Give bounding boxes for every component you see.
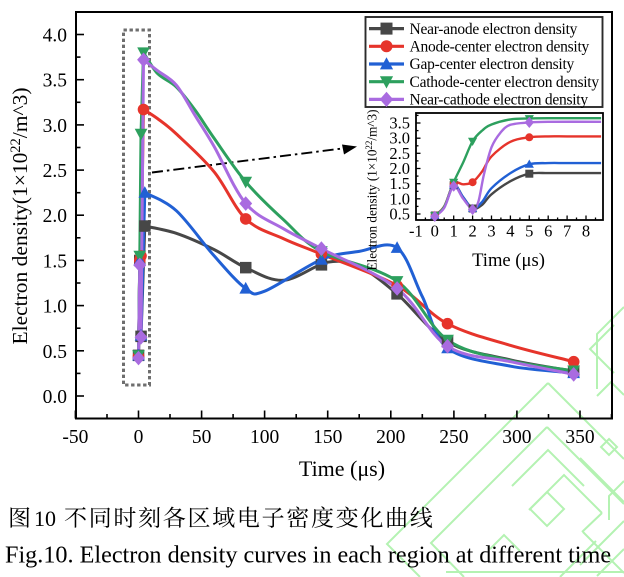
svg-text:250: 250 [439, 427, 468, 448]
svg-text:0: 0 [134, 427, 144, 448]
svg-text:1.5: 1.5 [389, 174, 410, 193]
svg-text:Time (μs): Time (μs) [299, 456, 385, 481]
svg-text:Time (μs): Time (μs) [472, 250, 545, 271]
svg-text:1.0: 1.0 [389, 189, 410, 208]
svg-text:0: 0 [431, 222, 439, 241]
svg-text:Fig.10. Electron density curve: Fig.10. Electron density curves in each … [5, 542, 611, 569]
svg-text:3: 3 [487, 222, 495, 241]
svg-text:50: 50 [192, 427, 212, 448]
svg-text:2.5: 2.5 [389, 144, 410, 163]
svg-text:1.5: 1.5 [43, 251, 67, 272]
svg-text:0.0: 0.0 [43, 387, 67, 408]
svg-text:3.5: 3.5 [389, 114, 410, 133]
svg-text:0.5: 0.5 [43, 342, 67, 363]
svg-text:6: 6 [544, 222, 552, 241]
svg-text:10: 10 [34, 506, 56, 531]
svg-text:0.5: 0.5 [389, 205, 410, 224]
svg-text:200: 200 [376, 427, 405, 448]
svg-text:7: 7 [563, 222, 571, 241]
svg-text:1.0: 1.0 [43, 297, 67, 318]
svg-text:-50: -50 [62, 427, 88, 448]
svg-text:300: 300 [502, 427, 531, 448]
svg-text:350: 350 [565, 427, 594, 448]
svg-text:2: 2 [468, 222, 476, 241]
svg-text:Gap-center electron density: Gap-center electron density [410, 56, 575, 73]
svg-text:Cathode-center electron densit: Cathode-center electron density [410, 74, 600, 91]
svg-text:Electron density (1×1022/m^3): Electron density (1×1022/m^3) [364, 109, 380, 270]
svg-text:5: 5 [525, 222, 533, 241]
svg-text:8: 8 [582, 222, 590, 241]
svg-text:100: 100 [250, 427, 279, 448]
svg-text:Anode-center electron density: Anode-center electron density [410, 39, 590, 56]
svg-text:2.5: 2.5 [43, 161, 67, 182]
svg-text:4: 4 [506, 222, 514, 241]
svg-text:3.5: 3.5 [43, 71, 67, 92]
svg-text:2.0: 2.0 [389, 159, 410, 178]
svg-text:150: 150 [313, 427, 342, 448]
svg-text:-1: -1 [409, 222, 423, 241]
svg-text:Near-anode electron density: Near-anode electron density [410, 21, 578, 38]
svg-text:3.0: 3.0 [43, 116, 67, 137]
svg-text:1: 1 [450, 222, 458, 241]
svg-text:Electron density(1×1022/m^3): Electron density(1×1022/m^3) [8, 87, 32, 344]
svg-text:Near-cathode electron density: Near-cathode electron density [410, 92, 589, 109]
svg-text:4.0: 4.0 [43, 26, 67, 47]
svg-text:3.0: 3.0 [389, 129, 410, 148]
svg-text:2.0: 2.0 [43, 206, 67, 227]
